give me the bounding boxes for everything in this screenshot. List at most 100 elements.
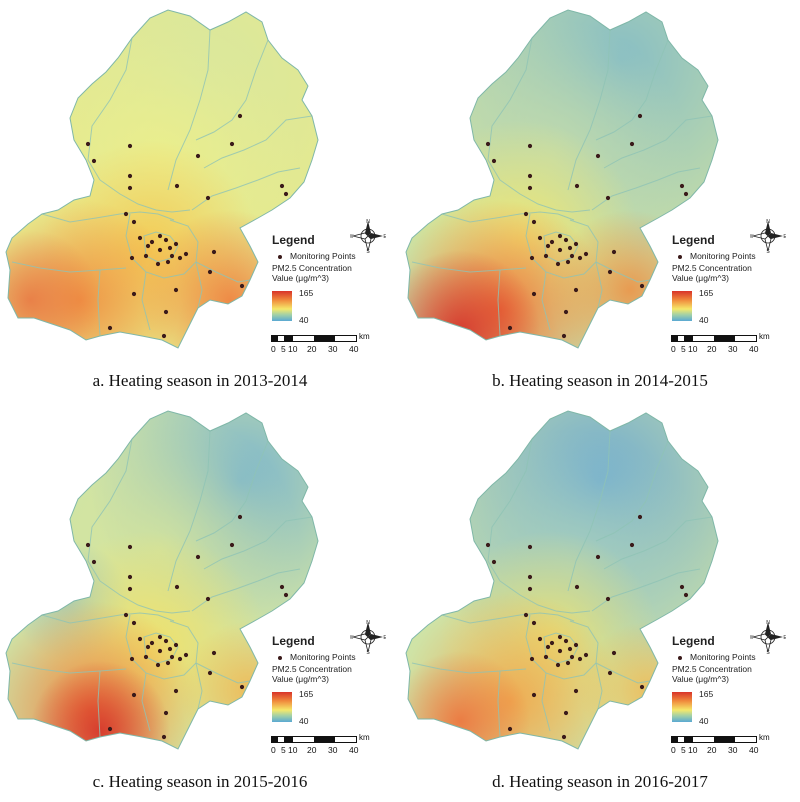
district-boundary bbox=[595, 662, 603, 710]
ramp-min-label: 40 bbox=[699, 315, 709, 325]
monitoring-point bbox=[173, 688, 179, 694]
monitoring-point bbox=[523, 211, 529, 217]
monitoring-point bbox=[129, 656, 135, 662]
monitoring-point bbox=[679, 183, 685, 189]
map-panel-b: N S W E Legend Monitoring Points PM2.5 Concent… bbox=[400, 0, 800, 401]
scale-bar-segments bbox=[271, 335, 357, 342]
monitoring-point bbox=[491, 158, 497, 164]
monitoring-point bbox=[127, 586, 133, 592]
district-boundaries bbox=[411, 29, 713, 337]
monitoring-point bbox=[183, 251, 189, 257]
city-outline bbox=[405, 410, 719, 750]
scale-bar-tick-label: 20 bbox=[707, 745, 717, 755]
scale-bar-tick-label: 30 bbox=[728, 344, 738, 354]
monitoring-point bbox=[565, 259, 571, 265]
scale-bar-segment bbox=[284, 336, 293, 341]
scale-bar-tick-label: 40 bbox=[749, 745, 759, 755]
scale-bar: km 0 5 10 20 30 40 bbox=[271, 733, 381, 758]
legend-field-line2: Value (μg/m^3) bbox=[272, 273, 329, 283]
monitoring-point bbox=[679, 584, 685, 590]
monitoring-point bbox=[131, 692, 137, 698]
compass-w-label: W bbox=[350, 635, 354, 641]
scale-bar-tick-label: 30 bbox=[328, 745, 338, 755]
district-boundary bbox=[97, 670, 101, 738]
monitoring-point bbox=[569, 654, 575, 660]
legend-title: Legend bbox=[272, 233, 315, 247]
monitoring-point bbox=[163, 638, 169, 644]
monitoring-point bbox=[573, 642, 579, 648]
compass-w-label: W bbox=[750, 234, 754, 240]
monitoring-point bbox=[283, 191, 289, 197]
scale-bar-tick-label: 0 bbox=[271, 745, 276, 755]
monitoring-point bbox=[177, 255, 183, 261]
monitoring-point bbox=[157, 634, 163, 640]
monitoring-point-symbol bbox=[278, 655, 282, 660]
district-boundary bbox=[11, 662, 127, 674]
district-boundary bbox=[543, 231, 579, 263]
district-boundary bbox=[195, 261, 203, 309]
legend-points-label: Monitoring Points bbox=[290, 251, 356, 261]
legend-field-line1: PM2.5 Concentration bbox=[272, 263, 352, 273]
scale-bar-segment bbox=[293, 336, 314, 341]
scale-bar-unit: km bbox=[759, 733, 770, 742]
scale-bar-tick-label: 5 bbox=[281, 745, 286, 755]
monitoring-point bbox=[239, 283, 245, 289]
scale-bar-tick-label: 40 bbox=[749, 344, 759, 354]
scale-bar-segment bbox=[678, 737, 684, 742]
district-boundary bbox=[99, 179, 191, 213]
scale-bar-segments bbox=[671, 335, 757, 342]
district-boundary bbox=[143, 231, 179, 263]
compass-n-label: N bbox=[366, 620, 370, 626]
monitoring-point bbox=[637, 113, 643, 119]
district-boundary bbox=[125, 614, 199, 680]
monitoring-point bbox=[527, 173, 533, 179]
monitoring-point bbox=[527, 185, 533, 191]
scale-bar-segment bbox=[672, 336, 678, 341]
monitoring-point bbox=[131, 620, 137, 626]
district-boundary bbox=[125, 213, 199, 279]
monitoring-point bbox=[611, 650, 617, 656]
monitoring-point bbox=[145, 243, 151, 249]
district-boundary bbox=[543, 632, 579, 664]
compass-rose-icon: N S W E bbox=[750, 620, 786, 655]
monitoring-point bbox=[629, 542, 635, 548]
scale-bar-tick-label: 5 bbox=[681, 745, 686, 755]
district-boundary bbox=[203, 115, 313, 169]
monitoring-point bbox=[237, 113, 243, 119]
monitoring-point bbox=[567, 245, 573, 251]
compass-n-label: N bbox=[766, 219, 770, 225]
monitoring-point bbox=[557, 233, 563, 239]
scale-bar-segment bbox=[693, 737, 714, 742]
monitoring-point bbox=[531, 692, 537, 698]
monitoring-point bbox=[157, 247, 163, 253]
district-boundary bbox=[441, 612, 575, 624]
district-boundary bbox=[195, 440, 269, 542]
scale-bar-segment bbox=[684, 737, 693, 742]
district-boundary bbox=[195, 39, 269, 141]
scale-bar-segment bbox=[278, 336, 284, 341]
legend-title: Legend bbox=[672, 233, 715, 247]
compass-e-label: E bbox=[783, 234, 786, 240]
monitoring-point bbox=[173, 287, 179, 293]
monitoring-point bbox=[527, 586, 533, 592]
pm25-map bbox=[405, 410, 719, 750]
monitoring-point-symbol bbox=[678, 655, 682, 660]
monitoring-point bbox=[145, 644, 151, 650]
monitoring-points bbox=[85, 113, 289, 339]
scale-bar-unit: km bbox=[359, 733, 370, 742]
panel-caption: c. Heating season in 2015-2016 bbox=[92, 772, 308, 791]
monitoring-point bbox=[131, 219, 137, 225]
scale-bar-segment bbox=[335, 737, 356, 742]
district-boundary bbox=[141, 271, 151, 331]
monitoring-point bbox=[531, 219, 537, 225]
monitoring-point bbox=[577, 255, 583, 261]
monitoring-point bbox=[173, 642, 179, 648]
monitoring-point bbox=[127, 574, 133, 580]
district-boundary bbox=[87, 37, 133, 181]
compass-e-label: E bbox=[783, 635, 786, 641]
legend-points-row: Monitoring Points bbox=[678, 652, 756, 662]
city-outline bbox=[5, 9, 319, 349]
district-boundary bbox=[411, 261, 527, 273]
compass-n-label: N bbox=[366, 219, 370, 225]
monitoring-point bbox=[127, 185, 133, 191]
